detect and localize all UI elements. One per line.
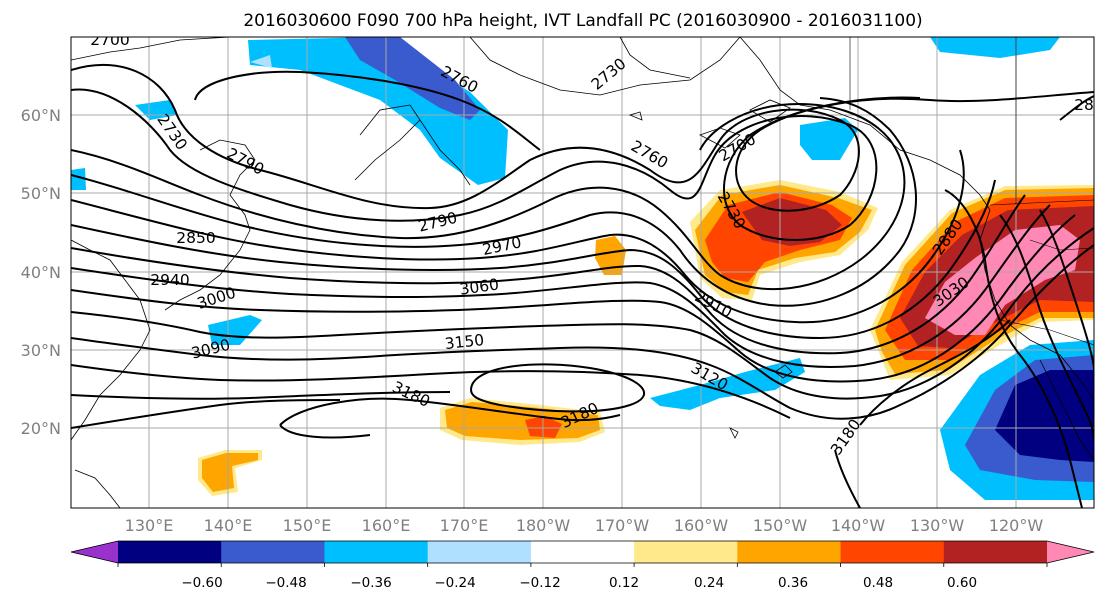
contour-label: 2850: [176, 229, 215, 247]
colorbar-segment: [221, 541, 325, 563]
lon-label: 140°E: [204, 516, 253, 535]
colorbar-tick-label: −0.36: [350, 575, 391, 591]
colorbar-tick-label: 0.12: [609, 575, 639, 591]
figure-title: 2016030600 F090 700 hPa height, IVT Land…: [243, 11, 922, 31]
lon-label: 130°E: [125, 516, 174, 535]
colorbar-extend-high: [1047, 541, 1094, 563]
lon-label: 170°W: [595, 516, 650, 535]
lat-label: 30°N: [21, 341, 61, 360]
lon-label: 130°W: [910, 516, 965, 535]
colorbar-tick-label: 0.24: [694, 575, 724, 591]
colorbar-segment: [118, 541, 222, 563]
longitude-labels: 130°E 140°E 150°E 160°E 170°E 180°W 170°…: [125, 516, 1044, 535]
lat-label: 50°N: [21, 184, 61, 203]
height-contours: [71, 64, 1094, 508]
colorbar-extend-low: [71, 541, 118, 563]
ivt-negative-shading: [71, 37, 1094, 500]
colorbar-tick-label: 0.48: [863, 575, 893, 591]
colorbar-segment: [530, 541, 635, 563]
colorbar-tick-label: −0.48: [265, 575, 306, 591]
lon-label: 150°W: [753, 516, 808, 535]
lon-label: 170°E: [440, 516, 489, 535]
contour-label: 3150: [444, 331, 485, 353]
map-panel: 2700 2760 2730 2730 2790 2760 2700 2850 …: [71, 31, 1094, 508]
colorbar-tick-label: 0.60: [947, 575, 977, 591]
colorbar-segment: [634, 541, 738, 563]
contour-label: 2940: [150, 271, 189, 289]
contour-label: 2700: [90, 31, 129, 49]
colorbar-segment: [943, 541, 1048, 563]
lon-label: 140°W: [831, 516, 886, 535]
contour-label: 28: [1074, 96, 1094, 114]
colorbar-tick-label: −0.12: [519, 575, 560, 591]
colorbar: [70, 540, 1095, 567]
colorbar-tick-label: −0.24: [434, 575, 475, 591]
colorbar-tick-label: −0.60: [181, 575, 222, 591]
colorbar-segment: [840, 541, 945, 563]
colorbar-segment: [737, 541, 842, 563]
colorbar-segment: [324, 541, 429, 563]
lon-label: 150°E: [283, 516, 332, 535]
lon-label: 160°W: [674, 516, 729, 535]
country-borders: [849, 37, 1094, 346]
colorbar-tick-labels: −0.60 −0.48 −0.36 −0.24 −0.12 0.12 0.24 …: [181, 575, 977, 591]
map-frame: [70, 36, 1095, 509]
lat-label: 40°N: [21, 263, 61, 282]
lat-label: 60°N: [21, 106, 61, 125]
lon-label: 120°W: [989, 516, 1044, 535]
colorbar-segment: [427, 541, 532, 563]
contour-label: 3060: [459, 275, 501, 298]
colorbar-tick-label: 0.36: [778, 575, 808, 591]
latitude-labels: 60°N 50°N 40°N 30°N 20°N: [21, 106, 61, 438]
lon-label: 180°W: [516, 516, 571, 535]
lat-label: 20°N: [21, 419, 61, 438]
lon-label: 160°E: [362, 516, 411, 535]
